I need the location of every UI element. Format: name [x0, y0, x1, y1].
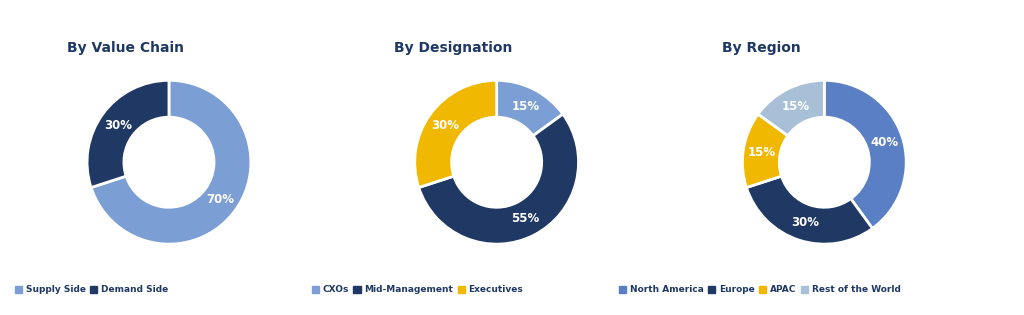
Text: 15%: 15%: [781, 100, 810, 112]
Legend: North America, Europe, APAC, Rest of the World: North America, Europe, APAC, Rest of the…: [618, 285, 901, 294]
Text: 30%: 30%: [791, 216, 819, 229]
Text: Primary Sources: Primary Sources: [429, 16, 595, 34]
Text: 70%: 70%: [206, 193, 233, 206]
Text: 30%: 30%: [432, 119, 460, 132]
Wedge shape: [419, 114, 579, 244]
Text: 55%: 55%: [511, 212, 540, 225]
Wedge shape: [415, 80, 497, 187]
Wedge shape: [824, 80, 906, 228]
Wedge shape: [497, 80, 563, 136]
Text: By Designation: By Designation: [394, 41, 513, 54]
Text: 15%: 15%: [511, 100, 540, 112]
Text: By Region: By Region: [722, 41, 801, 54]
Wedge shape: [746, 176, 872, 244]
Legend: Supply Side, Demand Side: Supply Side, Demand Side: [14, 285, 168, 294]
Text: 40%: 40%: [870, 136, 898, 149]
Text: 30%: 30%: [104, 119, 132, 132]
Wedge shape: [758, 80, 824, 136]
Wedge shape: [91, 80, 251, 244]
Text: 15%: 15%: [748, 146, 776, 159]
Wedge shape: [742, 114, 787, 187]
Text: By Value Chain: By Value Chain: [67, 41, 183, 54]
Wedge shape: [87, 80, 169, 187]
Legend: CXOs, Mid-Management, Executives: CXOs, Mid-Management, Executives: [311, 285, 523, 294]
